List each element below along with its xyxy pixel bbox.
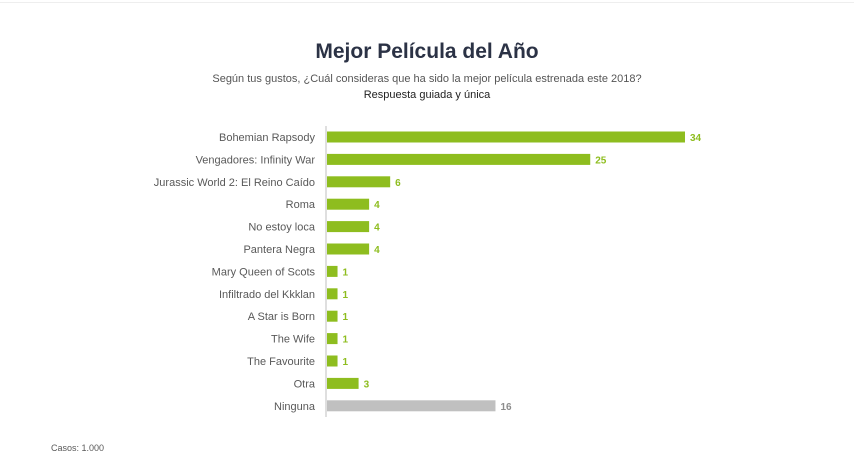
chart-title: Mejor Película del Año [315, 40, 539, 63]
bar-0 [327, 131, 685, 143]
bar-2 [327, 176, 391, 188]
value-label: 25 [595, 155, 607, 166]
bar-1 [327, 153, 591, 165]
chart-subtitle: Según tus gustos, ¿Cuál consideras que h… [212, 73, 642, 85]
category-label: No estoy loca [248, 222, 316, 234]
value-label: 1 [343, 312, 349, 323]
value-label: 6 [395, 178, 401, 189]
value-label: 4 [374, 223, 380, 234]
bar-5 [327, 243, 370, 255]
value-label: 34 [690, 133, 702, 144]
category-label: The Favourite [247, 356, 315, 368]
bar-8 [327, 310, 338, 322]
value-label: 1 [343, 267, 349, 278]
bar-6 [327, 265, 338, 277]
category-label: The Wife [271, 334, 315, 346]
bar-7 [327, 288, 338, 300]
category-label: Mary Queen of Scots [212, 266, 316, 278]
bar-3 [327, 198, 370, 210]
category-label: Roma [286, 199, 316, 211]
value-label: 4 [374, 245, 380, 256]
category-label: Infiltrado del Kkklan [219, 289, 315, 301]
bar-10 [327, 355, 338, 367]
value-label: 1 [343, 357, 349, 368]
category-label: Otra [294, 378, 316, 390]
bar-12 [327, 400, 496, 412]
bar-4 [327, 221, 370, 233]
category-label: Vengadores: Infinity War [196, 154, 316, 166]
value-label: 16 [500, 402, 512, 413]
category-label: Pantera Negra [243, 244, 315, 256]
bar-11 [327, 377, 359, 389]
bar-9 [327, 333, 338, 345]
value-label: 1 [343, 290, 349, 301]
category-label: Ninguna [274, 401, 316, 413]
value-label: 3 [364, 379, 370, 390]
value-label: 4 [374, 200, 380, 211]
category-label: Bohemian Rapsody [219, 132, 316, 144]
category-label: Jurassic World 2: El Reino Caído [154, 177, 315, 189]
cases-footnote: Casos: 1.000 [51, 443, 105, 453]
value-label: 1 [343, 335, 349, 346]
category-label: A Star is Born [248, 311, 315, 323]
top-divider [0, 2, 854, 3]
chart-note: Respuesta guiada y única [363, 89, 491, 101]
